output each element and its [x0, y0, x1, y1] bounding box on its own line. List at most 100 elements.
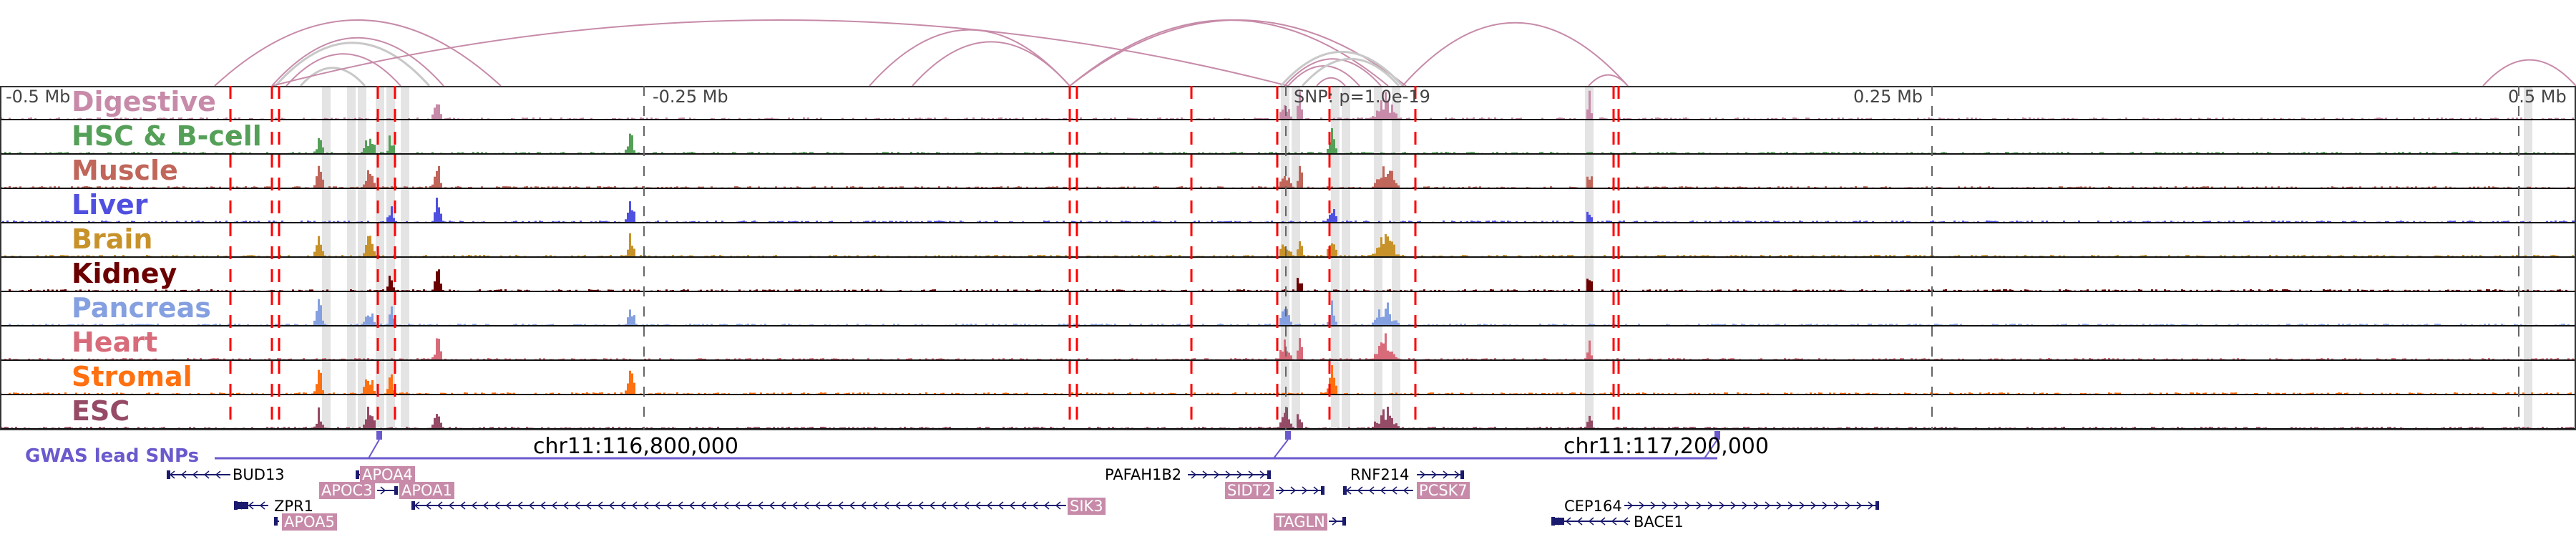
strand-arrow-left-icon: [711, 501, 718, 510]
signal-digestive: [0, 90, 2576, 119]
strand-arrow-left-icon: [940, 501, 947, 510]
strand-arrow-left-icon: [215, 470, 221, 479]
strand-arrow-right-icon: [1214, 470, 1220, 479]
strand-arrow-left-icon: [585, 501, 592, 510]
gene-sik3[interactable]: SIK3: [1068, 498, 1106, 515]
strand-arrow-left-icon: [471, 501, 477, 510]
track-label: Muscle: [72, 155, 178, 186]
gene-apoa5[interactable]: APOA5: [282, 513, 337, 531]
strand-arrow-right-icon: [1822, 501, 1828, 510]
gene-exon: [1267, 470, 1271, 479]
strand-arrow-right-icon: [1868, 501, 1874, 510]
strand-arrow-left-icon: [917, 501, 924, 510]
gene-exon: [394, 486, 398, 495]
interaction-arcs: [214, 19, 2576, 87]
track-label: Digestive: [72, 86, 216, 117]
signal-brain: [0, 233, 2576, 256]
strand-arrow-right-icon: [1684, 501, 1691, 510]
gene-tagln[interactable]: TAGLN: [1274, 513, 1327, 531]
strand-arrow-left-icon: [1565, 517, 1571, 526]
gene-zpr1[interactable]: ZPR1: [274, 498, 314, 515]
gene-bud13[interactable]: BUD13: [233, 466, 285, 483]
signal-esc: [0, 406, 2576, 428]
strand-arrow-left-icon: [248, 501, 254, 510]
track-label: ESC: [72, 395, 130, 427]
gene-exon: [356, 470, 359, 479]
track-label: Pancreas: [72, 292, 211, 324]
strand-arrow-right-icon: [1443, 470, 1449, 479]
gene-exon: [411, 501, 415, 510]
interaction-arc: [1069, 19, 1389, 87]
track-label: HSC & B-cell: [72, 120, 262, 152]
strand-arrow-right-icon: [1845, 501, 1851, 510]
interaction-arc: [912, 41, 1070, 87]
strand-arrow-left-icon: [1576, 517, 1583, 526]
strand-arrow-left-icon: [849, 501, 855, 510]
strand-arrow-left-icon: [826, 501, 832, 510]
strand-arrow-left-icon: [860, 501, 867, 510]
strand-arrow-left-icon: [677, 501, 683, 510]
strand-arrow-left-icon: [597, 501, 603, 510]
strand-arrow-left-icon: [1380, 486, 1386, 495]
strand-arrow-right-icon: [1673, 501, 1679, 510]
strand-arrow-right-icon: [1730, 501, 1737, 510]
strand-arrow-right-icon: [1742, 501, 1748, 510]
gene-pafah1b2[interactable]: PAFAH1B2: [1105, 466, 1182, 483]
interaction-arc: [1402, 22, 1629, 87]
strand-arrow-right-icon: [1639, 501, 1645, 510]
strand-arrow-left-icon: [700, 501, 706, 510]
interaction-arc: [286, 53, 401, 87]
gwas-snp-marker: [1285, 431, 1291, 440]
strand-arrow-left-icon: [872, 501, 878, 510]
strand-arrow-left-icon: [574, 501, 580, 510]
signal-muscle: [0, 165, 2576, 188]
axis-label-left: -0.5 Mb: [6, 87, 71, 107]
strand-arrow-right-icon: [1191, 470, 1197, 479]
gene-apoc3[interactable]: APOC3: [319, 482, 375, 499]
interaction-arc: [1301, 57, 1400, 87]
interaction-arc: [271, 19, 1289, 87]
strand-arrow-left-icon: [620, 501, 626, 510]
gene-pcsk7[interactable]: PCSK7: [1417, 482, 1470, 499]
axis-label-left-mid: -0.25 Mb: [653, 87, 728, 107]
strand-arrow-left-icon: [528, 501, 535, 510]
strand-arrow-left-icon: [769, 501, 775, 510]
strand-arrow-left-icon: [562, 501, 569, 510]
strand-arrow-left-icon: [1032, 501, 1038, 510]
strand-arrow-right-icon: [380, 486, 386, 495]
strand-arrow-left-icon: [803, 501, 809, 510]
strand-arrow-right-icon: [1707, 501, 1714, 510]
gene-apoa4[interactable]: APOA4: [360, 466, 415, 483]
strand-arrow-left-icon: [540, 501, 546, 510]
strand-arrow-right-icon: [1650, 501, 1657, 510]
strand-arrow-left-icon: [482, 501, 489, 510]
strand-arrow-left-icon: [723, 501, 729, 510]
interaction-arc: [274, 42, 431, 87]
strand-arrow-right-icon: [1259, 470, 1266, 479]
strand-arrow-left-icon: [1357, 486, 1363, 495]
signal-pancreas: [0, 299, 2576, 325]
strand-arrow-left-icon: [654, 501, 660, 510]
strand-arrow-left-icon: [746, 501, 752, 510]
strand-arrow-left-icon: [631, 501, 638, 510]
gwas-label: GWAS lead SNPs: [25, 445, 200, 467]
gene-track: [167, 431, 1879, 526]
strand-arrow-left-icon: [986, 501, 992, 510]
strand-arrow-left-icon: [791, 501, 798, 510]
strand-arrow-right-icon: [1225, 470, 1231, 479]
track-frame: [0, 86, 2576, 430]
coordinate-label-1: chr11:116,800,000: [533, 434, 738, 459]
strand-arrow-left-icon: [952, 501, 958, 510]
strand-arrow-left-icon: [608, 501, 615, 510]
strand-arrow-right-icon: [1810, 501, 1817, 510]
gene-cep164[interactable]: CEP164: [1564, 498, 1622, 515]
gene-sidt2[interactable]: SIDT2: [1225, 482, 1274, 499]
gene-bace1[interactable]: BACE1: [1634, 513, 1684, 531]
gene-exon: [1551, 518, 1564, 525]
track-label: Kidney: [72, 258, 177, 289]
gene-exon: [1342, 517, 1346, 526]
strand-arrow-left-icon: [1391, 486, 1397, 495]
gene-apoa1[interactable]: APOA1: [399, 482, 454, 499]
gene-rnf214[interactable]: RNF214: [1350, 466, 1410, 483]
strand-arrow-left-icon: [757, 501, 763, 510]
